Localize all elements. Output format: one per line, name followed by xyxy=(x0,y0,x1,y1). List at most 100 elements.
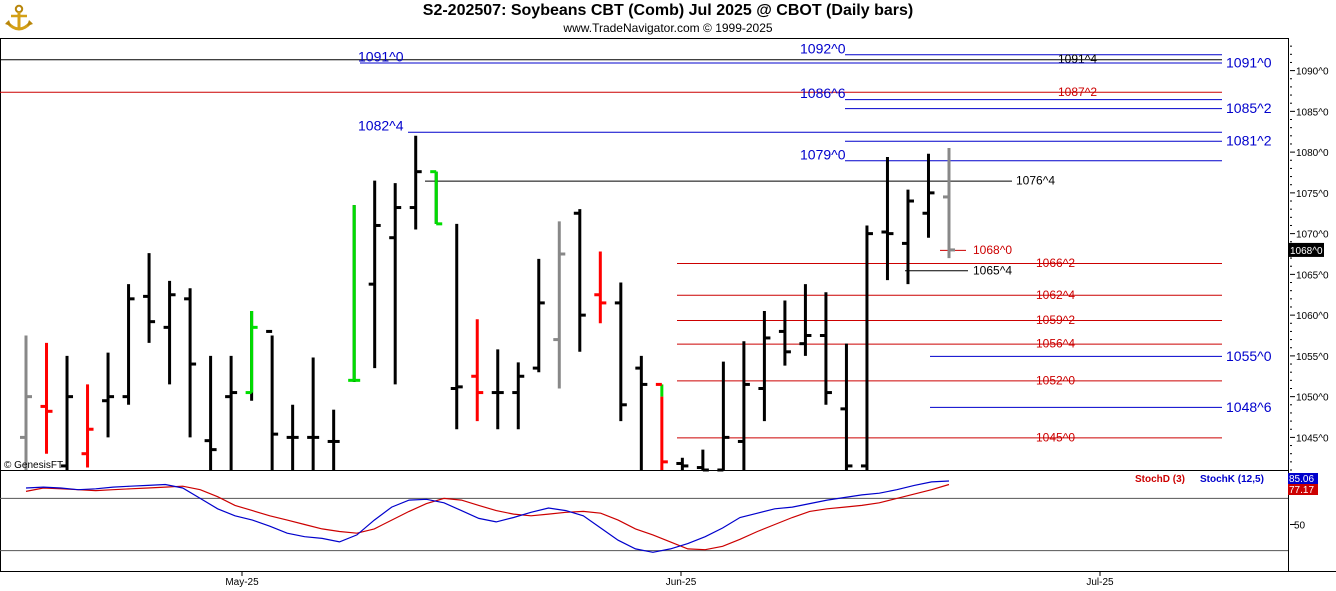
y-tick-label: 1045^0 xyxy=(1296,433,1329,444)
level-label: 1091^4 xyxy=(1058,52,1097,66)
legend-stochd: StochD (3) xyxy=(1135,474,1185,485)
y-tick-label: 1090^0 xyxy=(1296,67,1329,78)
level-label: 1059^2 xyxy=(1036,313,1075,327)
price-bar xyxy=(327,409,340,470)
stoch-line-d xyxy=(25,483,950,551)
price-bar xyxy=(614,282,627,422)
price-panel-border xyxy=(0,38,1289,471)
price-bar xyxy=(512,362,525,430)
price-bar xyxy=(143,253,156,343)
price-bar xyxy=(368,180,381,369)
level-label: 1056^4 xyxy=(1036,337,1075,351)
level-label: 1081^2 xyxy=(1226,133,1272,149)
price-bar xyxy=(778,300,791,366)
chart-title: S2-202507: Soybeans CBT (Comb) Jul 2025 … xyxy=(422,2,914,19)
level-label: 1055^0 xyxy=(1226,348,1272,364)
price-bar xyxy=(266,329,279,470)
level-label: 1065^4 xyxy=(973,263,1012,277)
level-label: 1076^4 xyxy=(1016,174,1055,188)
y-tick-label: 1050^0 xyxy=(1296,393,1329,404)
x-tick-label: Jul-25 xyxy=(1086,577,1114,588)
level-label: 1062^4 xyxy=(1036,288,1075,302)
price-bar xyxy=(102,352,115,438)
price-bar xyxy=(758,311,771,422)
stochd-value-box xyxy=(1288,484,1318,495)
stochk-value: 85.06 xyxy=(1289,474,1314,485)
y-tick-label: 1055^0 xyxy=(1296,352,1329,363)
time-axis: May-25 Jun-25 Jul-25 xyxy=(225,572,1114,588)
stoch-y-tick-label: 50 xyxy=(1294,521,1306,532)
last-price-label: 1068^0 xyxy=(1290,246,1323,257)
y-tick-label: 1065^0 xyxy=(1296,270,1329,281)
price-bars[interactable] xyxy=(20,135,955,472)
stoch-line-k xyxy=(25,480,950,553)
price-bar xyxy=(184,288,197,438)
price-bar xyxy=(307,357,320,470)
level-label: 1091^0 xyxy=(358,48,404,64)
price-bar xyxy=(163,280,176,385)
stoch-panel-border xyxy=(0,470,1289,572)
level-label: 1086^6 xyxy=(800,85,846,101)
level-label: 1079^0 xyxy=(800,146,846,162)
legend-stochk: StochK (12,5) xyxy=(1200,474,1264,485)
x-tick-label: Jun-25 xyxy=(666,577,697,588)
price-bar xyxy=(471,319,484,422)
anchor-logo-icon xyxy=(5,4,33,31)
price-bar xyxy=(450,223,463,430)
price-bar xyxy=(901,189,914,285)
price-bar xyxy=(635,355,648,470)
level-label: 1082^4 xyxy=(358,118,404,134)
price-bar xyxy=(122,284,135,405)
price-bar xyxy=(860,225,873,470)
price-bar xyxy=(245,311,258,401)
price-bar xyxy=(594,251,607,324)
level-label: 1068^0 xyxy=(973,243,1012,257)
price-bar xyxy=(737,341,750,470)
chart-frame xyxy=(0,38,1336,572)
stochk-value-box xyxy=(1288,473,1318,484)
level-label: 1048^6 xyxy=(1226,399,1272,415)
price-bar xyxy=(430,170,443,226)
level-label: 1087^2 xyxy=(1058,85,1097,99)
price-bar xyxy=(717,361,730,472)
price-bar xyxy=(225,355,238,470)
price-bar xyxy=(819,292,832,405)
chart-header: S2-202507: Soybeans CBT (Comb) Jul 2025 … xyxy=(0,0,1336,38)
price-bar xyxy=(532,258,545,373)
level-label: 1085^2 xyxy=(1226,100,1272,116)
chart-subtitle: www.TradeNavigator.com © 1999-2025 xyxy=(563,21,773,35)
y-tick-label: 1080^0 xyxy=(1296,148,1329,159)
x-tick-label: May-25 xyxy=(225,577,259,588)
watermark: © GenesisFT xyxy=(4,460,63,471)
price-bar xyxy=(61,355,74,470)
price-bar xyxy=(389,183,402,385)
price-bar xyxy=(943,148,955,259)
level-label: 1052^0 xyxy=(1036,373,1075,387)
price-bar xyxy=(840,343,853,470)
price-bar xyxy=(676,457,689,470)
price-bar xyxy=(799,284,812,356)
price-bar xyxy=(655,382,668,470)
y-tick-label: 1075^0 xyxy=(1296,189,1329,200)
level-label: 1092^0 xyxy=(800,40,846,56)
price-bar xyxy=(573,209,586,352)
price-axis: 1045^0 1050^0 1055^0 1060^0 1065^0 1070^0 1075… xyxy=(1288,45,1329,471)
price-bar xyxy=(204,355,217,470)
price-bar xyxy=(40,342,53,454)
price-bar xyxy=(553,221,566,389)
level-label: 1091^0 xyxy=(1226,54,1272,70)
stochd-value: 77.17 xyxy=(1289,485,1314,496)
level-label: 1066^2 xyxy=(1036,256,1075,270)
price-bar xyxy=(922,153,935,238)
level-label: 1045^0 xyxy=(1036,430,1075,444)
price-bar xyxy=(696,449,709,472)
price-bar xyxy=(881,157,894,281)
price-levels: 1092^0 1091^4 1091^0 1091^0 1087^2 1086^6 1085… xyxy=(0,40,1272,444)
price-bar xyxy=(20,335,32,470)
y-tick-label: 1070^0 xyxy=(1296,230,1329,241)
price-bar xyxy=(348,205,361,382)
price-bar xyxy=(409,135,422,230)
y-tick-label: 1085^0 xyxy=(1296,107,1329,118)
